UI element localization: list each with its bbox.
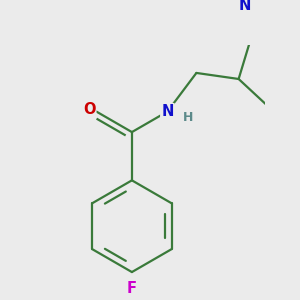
Text: O: O (83, 102, 95, 117)
Text: F: F (127, 281, 137, 296)
Text: H: H (183, 111, 193, 124)
Text: N: N (238, 0, 251, 13)
Text: N: N (161, 104, 174, 119)
